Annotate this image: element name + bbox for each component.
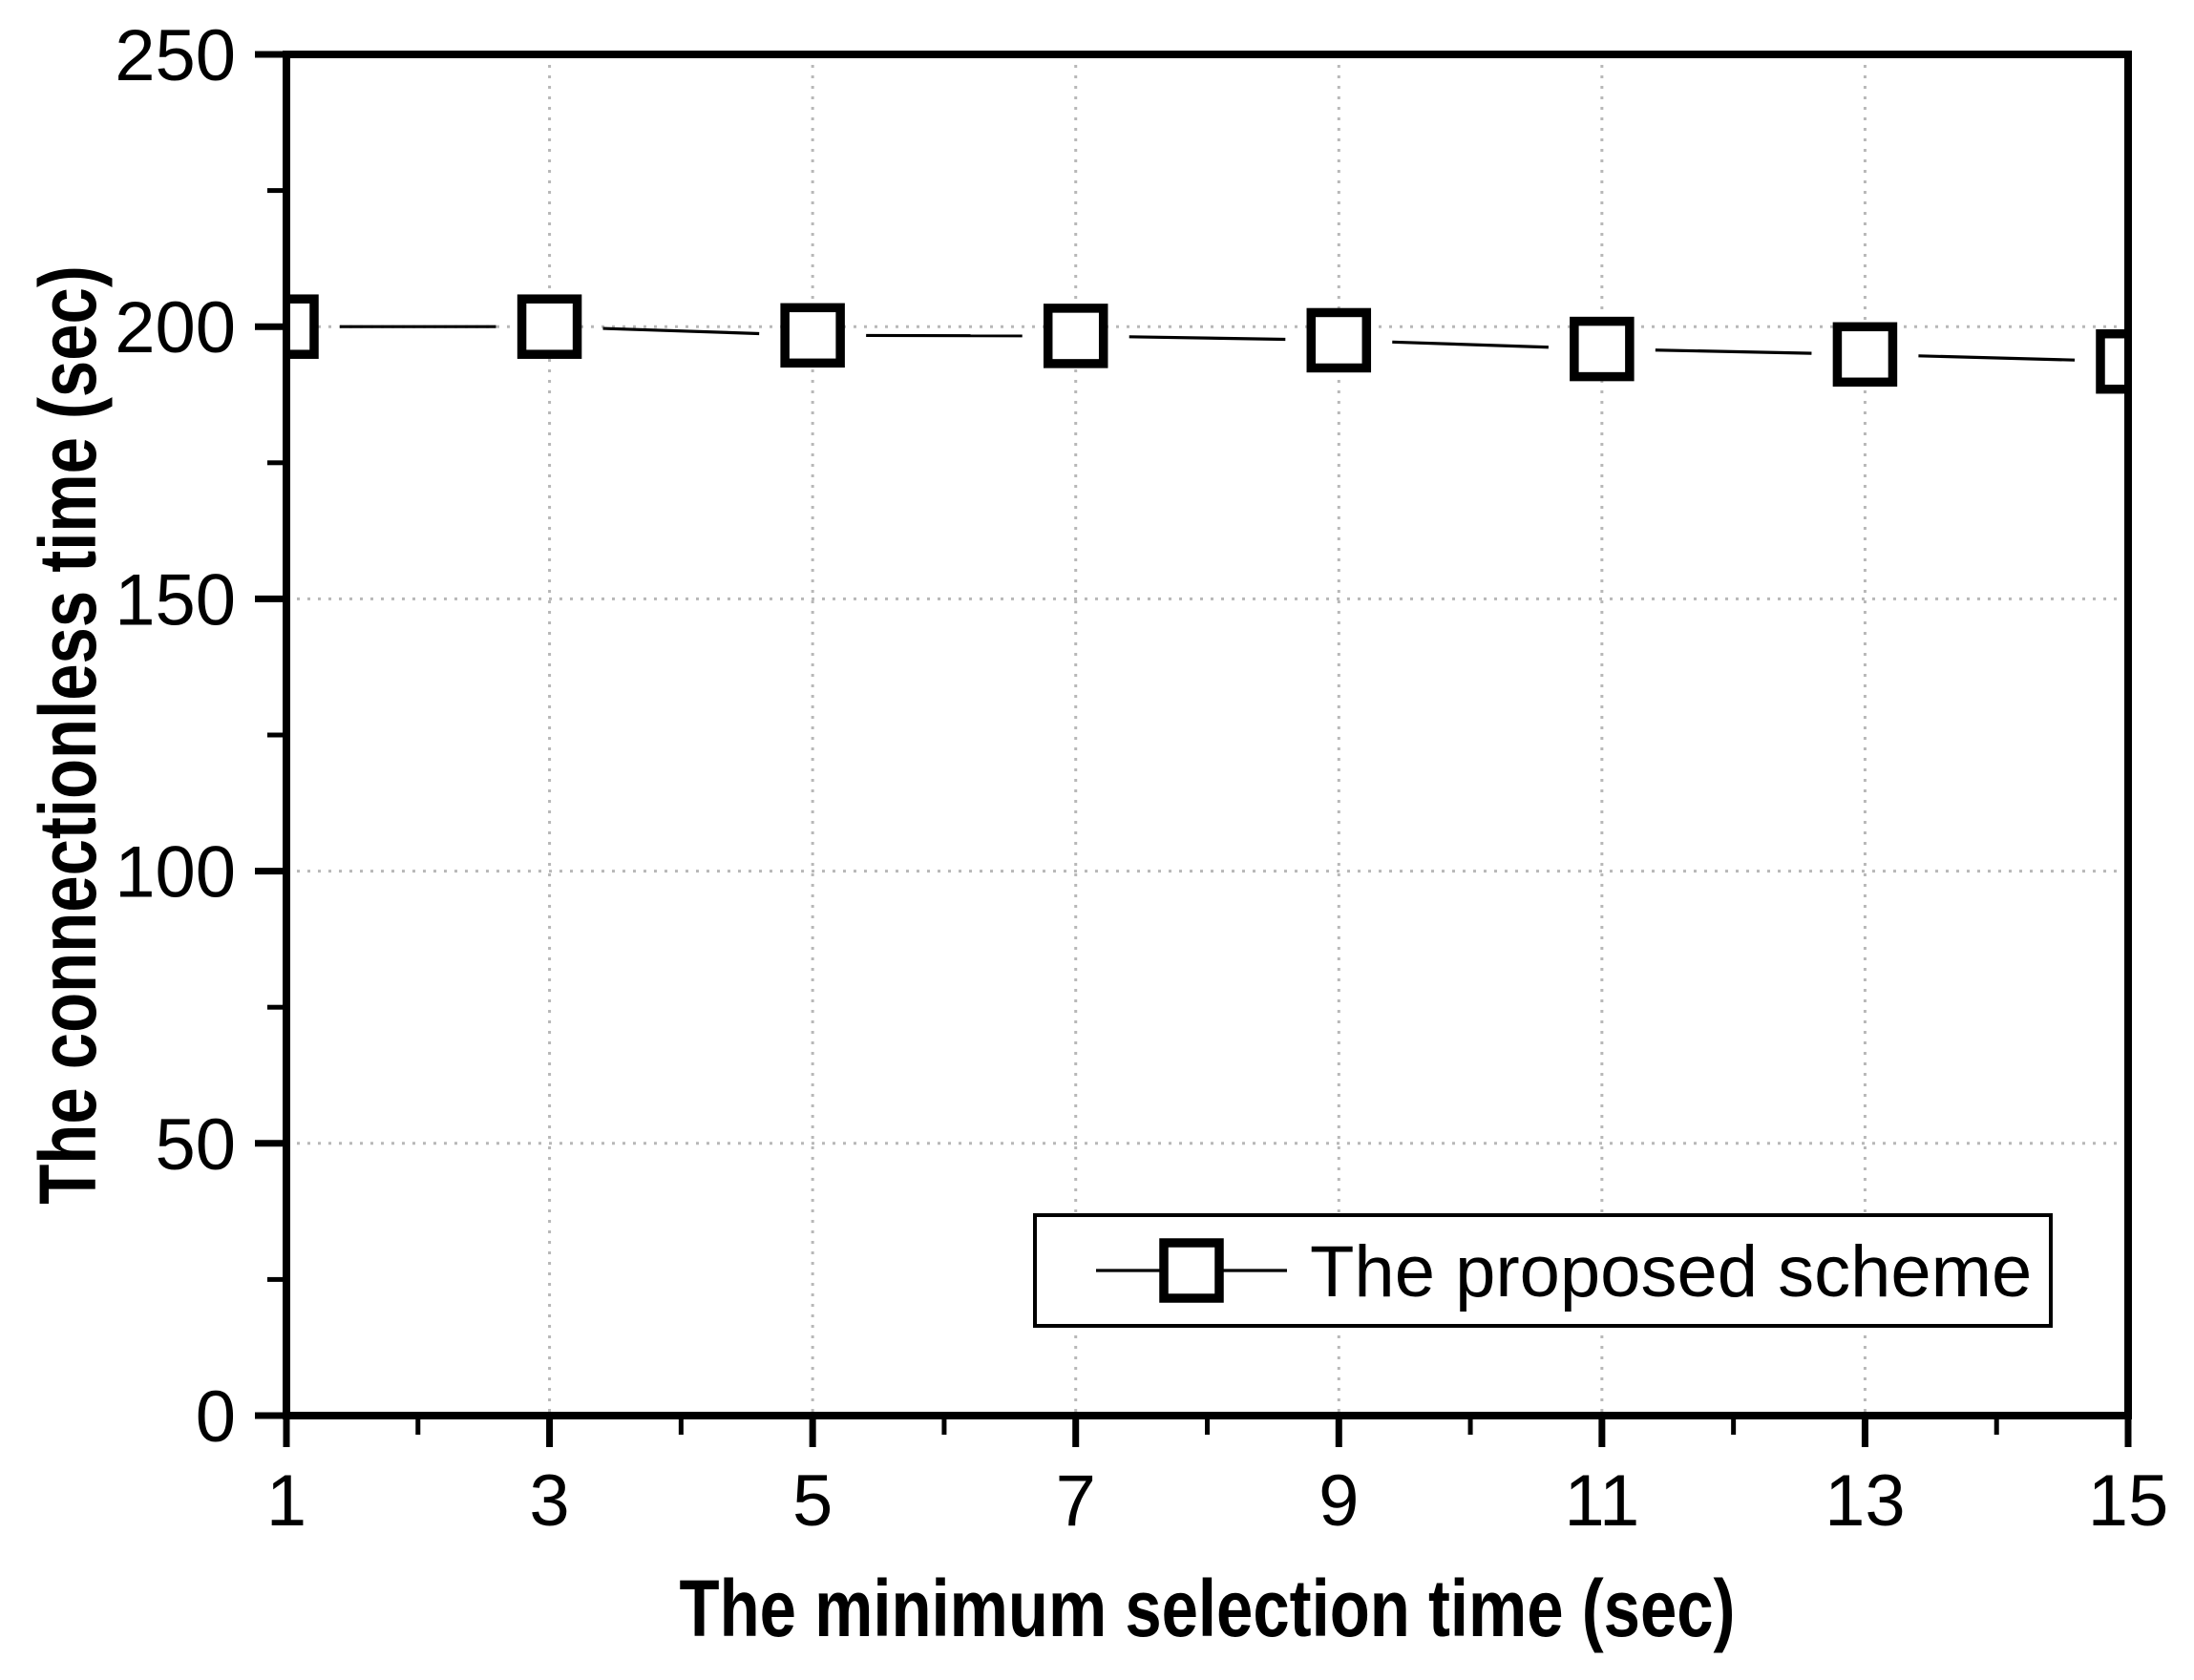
y-tick-label: 50 xyxy=(155,1104,236,1186)
data-point-marker xyxy=(1043,304,1108,368)
y-tick-label: 150 xyxy=(115,559,236,640)
y-axis-title: The connectionless time (sec) xyxy=(24,265,114,1205)
data-line-segment xyxy=(1392,340,1549,349)
y-axis-title-group: The connectionless time (sec) xyxy=(24,265,114,1205)
axes xyxy=(255,51,2132,1447)
legend-marker xyxy=(1159,1238,1224,1303)
data-line-segment xyxy=(1129,335,1286,342)
legend: The proposed scheme xyxy=(1033,1213,2053,1328)
data-line-segment xyxy=(1655,348,1812,355)
gridlines xyxy=(286,54,2128,1416)
x-tick-label: 15 xyxy=(2088,1460,2169,1542)
data-line-segment xyxy=(602,326,760,336)
x-tick-label: 13 xyxy=(1825,1460,1906,1542)
data-point-marker xyxy=(517,294,582,359)
x-tick-label: 1 xyxy=(266,1460,306,1542)
legend-series-label: The proposed scheme xyxy=(1310,1231,2032,1312)
plot-border xyxy=(283,51,2132,1419)
x-tick-label: 7 xyxy=(1056,1460,1096,1542)
data-point-marker xyxy=(780,303,845,368)
x-tick-label: 3 xyxy=(529,1460,569,1542)
x-tick-label: 9 xyxy=(1319,1460,1359,1542)
x-axis-title: The minimum selection time (sec) xyxy=(680,1564,1736,1654)
y-tick-label: 200 xyxy=(115,287,236,368)
data-point-marker xyxy=(286,294,319,359)
y-tick-label: 250 xyxy=(115,15,236,96)
data-point-marker xyxy=(2096,328,2128,394)
data-point-marker xyxy=(1570,316,1635,382)
data-line-segment xyxy=(1918,354,2076,362)
data-series xyxy=(286,294,2128,394)
y-tick-label: 0 xyxy=(196,1376,236,1458)
data-point-marker xyxy=(1306,307,1372,373)
x-tick-label: 11 xyxy=(1564,1460,1639,1542)
data-point-marker xyxy=(1832,322,1898,388)
x-tick-label: 5 xyxy=(792,1460,833,1542)
x-axis-title-group: The minimum selection time (sec) xyxy=(680,1564,1736,1654)
y-tick-label: 100 xyxy=(115,832,236,914)
